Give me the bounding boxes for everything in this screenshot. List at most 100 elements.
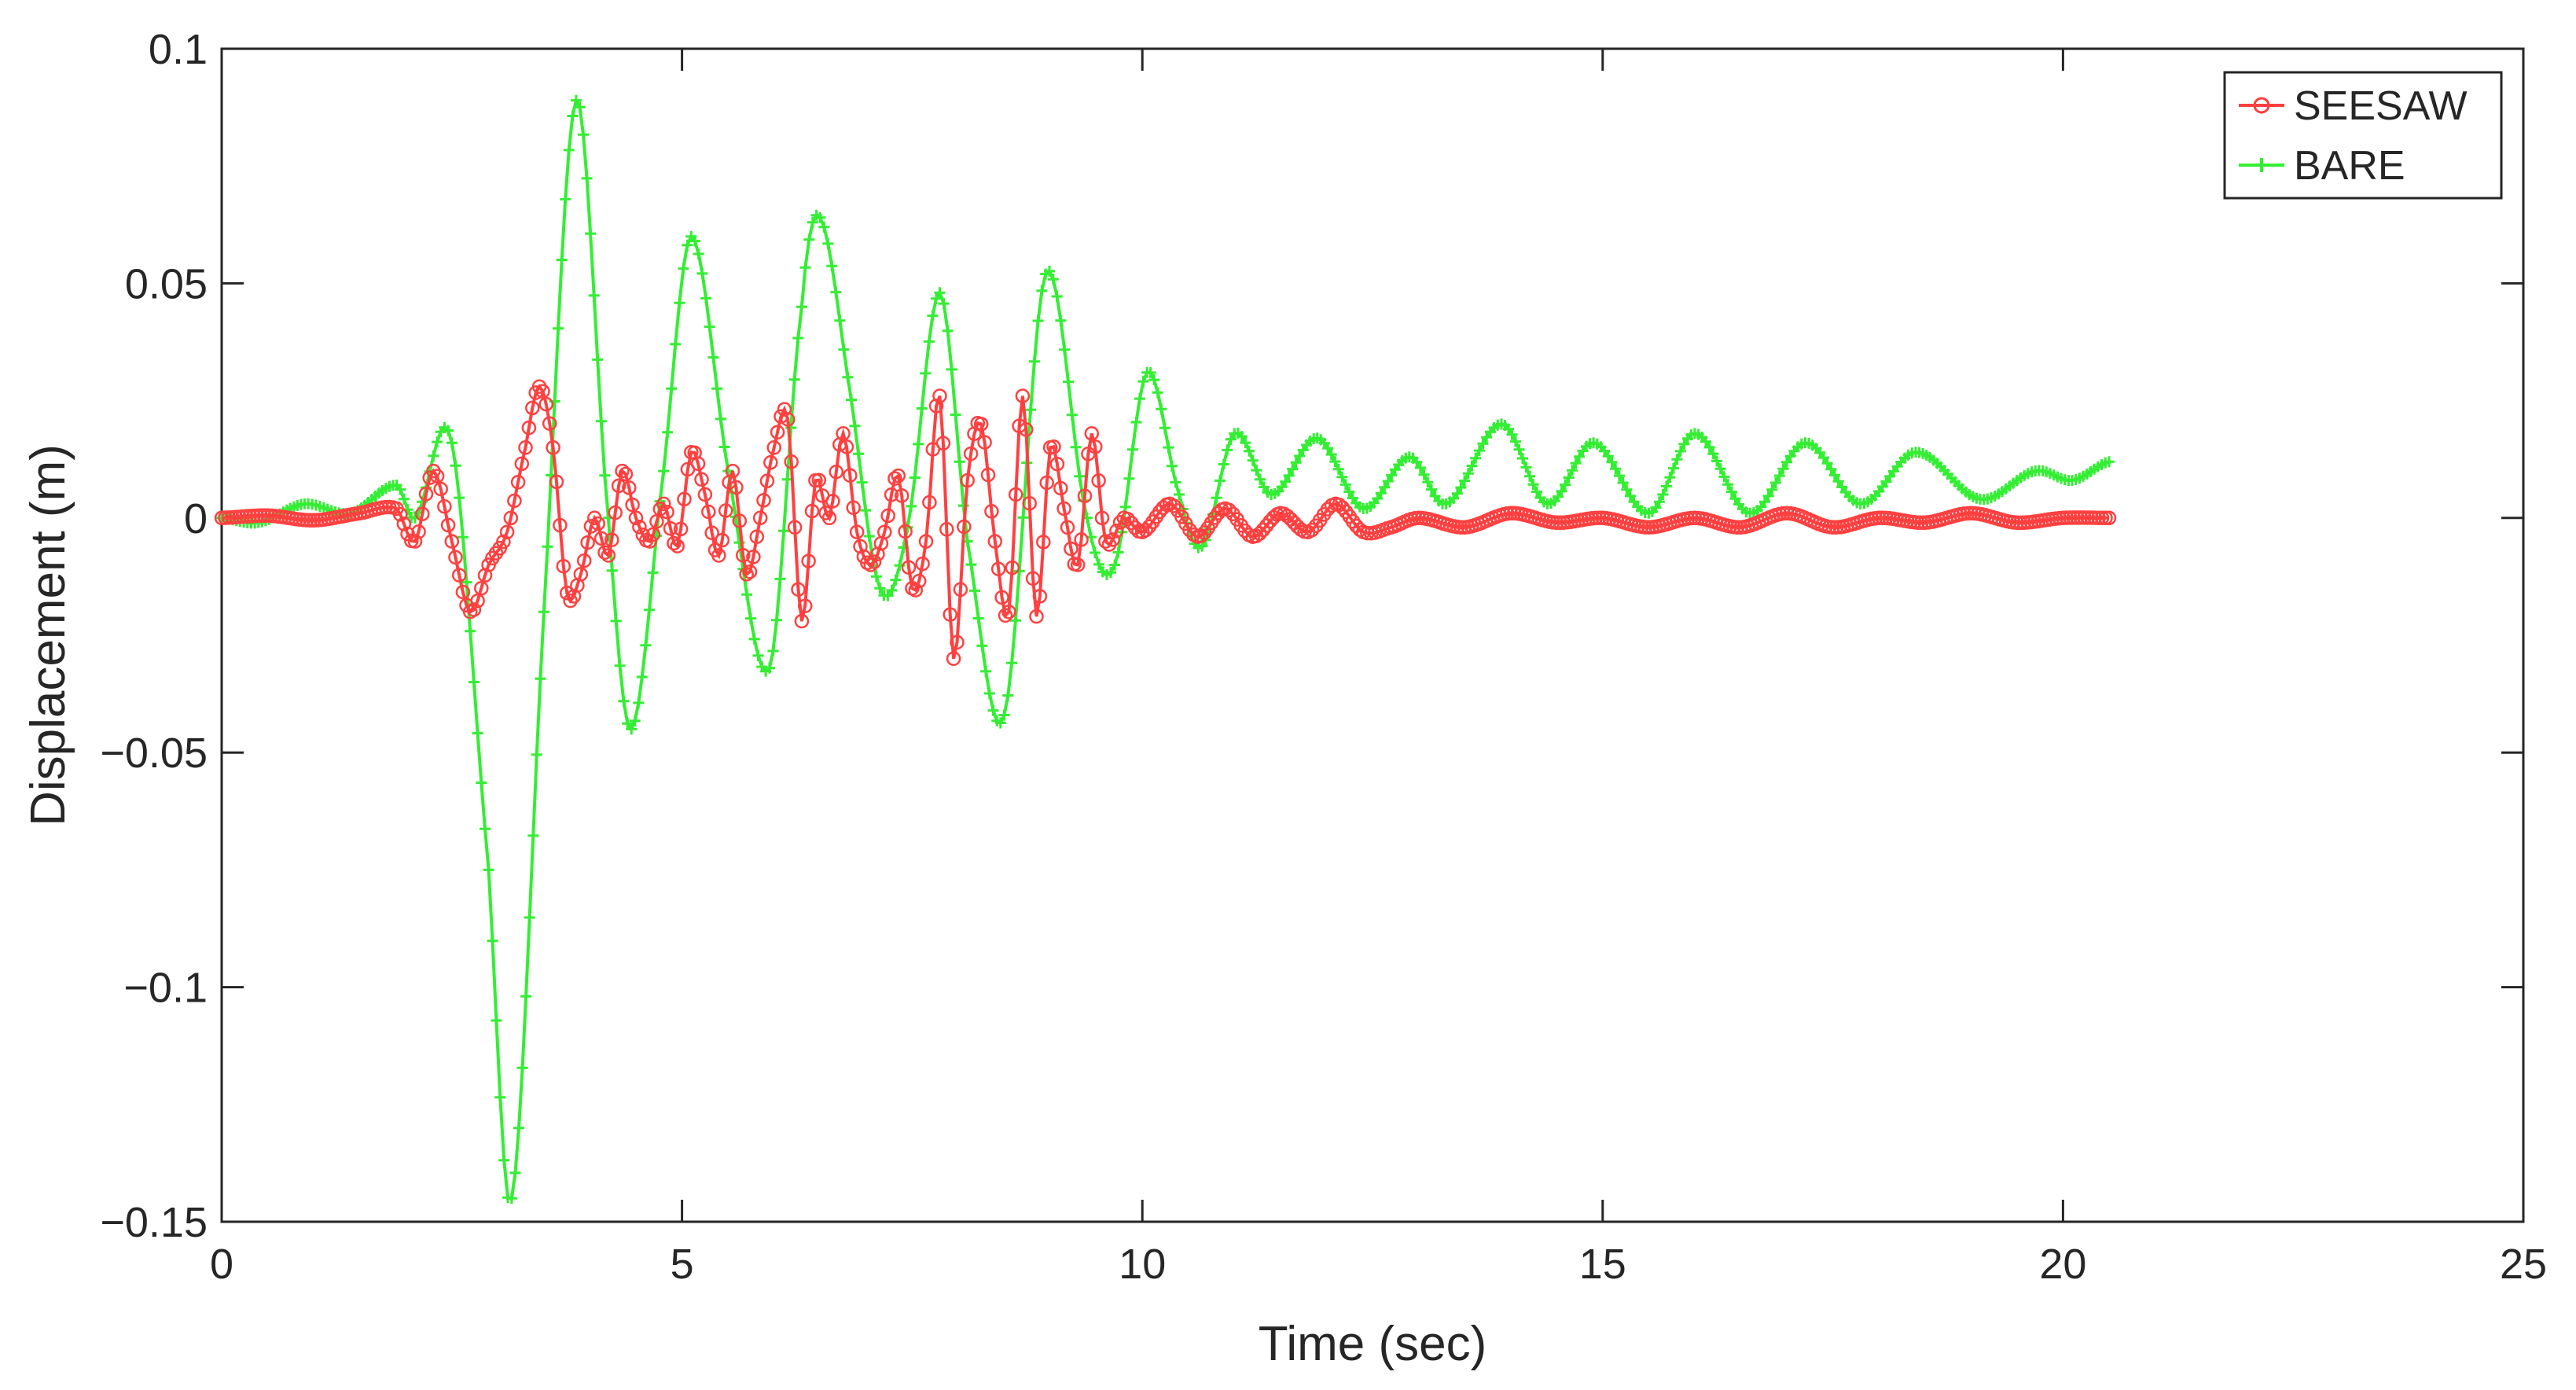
legend-box [2223,71,2503,200]
bare-point [1621,484,1633,495]
seesaw-point [673,521,689,537]
bare-point [1707,448,1719,460]
bare-point [1137,376,1149,388]
seesaw-point [1046,439,1061,454]
seesaw-point [628,510,644,526]
seesaw-point [514,456,530,472]
seesaw-point [608,505,623,520]
seesaw-point [546,440,560,455]
seesaw-point [466,602,482,617]
bare-point [1163,442,1174,454]
y-tick-label: 0.1 [149,26,208,73]
seesaw-point [980,467,996,483]
bare-point [814,211,826,223]
bare-point [1524,470,1535,482]
seesaw-point [1167,498,1181,513]
seesaw-point [1077,488,1093,504]
bare-point [516,1062,528,1074]
bare-point [560,193,571,205]
bare-point [428,450,439,461]
bare-point [1781,456,1792,468]
y-tick-label: −0.05 [100,730,208,777]
bare-point [890,574,902,586]
bare-point [395,484,406,495]
bare-point [398,493,410,505]
seesaw-point [1335,500,1350,516]
bare-point [1725,486,1737,498]
bare-point [1002,689,1014,701]
x-tick-label: 20 [2039,1241,2086,1288]
bare-point [644,604,655,616]
bare-point [640,639,652,651]
bare-point [1225,433,1237,445]
seesaw-point [839,439,854,454]
bare-point [799,262,811,274]
bare-point [1624,490,1636,502]
bare-point [704,321,715,333]
seesaw-point [1012,418,1027,434]
bare-point [771,614,782,626]
bare-point [1218,458,1229,470]
bare-point [538,606,549,618]
seesaw-point [1025,571,1041,587]
bare-point [1664,472,1676,484]
bare-point [1466,460,1478,472]
bare-point [763,662,775,674]
seesaw-point [732,513,748,528]
bare-point [629,715,641,726]
seesaw-point [1008,487,1023,502]
seesaw-point [918,534,934,549]
seesaw-point [943,607,957,622]
seesaw-point [496,534,511,550]
bare-point [1066,409,1078,421]
seesaw-point [901,560,917,575]
bare-point [567,110,579,122]
seesaw-point [846,500,861,516]
bare-point [1063,376,1074,388]
seesaw-point [632,519,647,535]
seesaw-point [752,510,768,526]
seesaw-point [1094,510,1110,526]
seesaw-point [1049,456,1065,472]
bare-point [1112,546,1124,558]
seesaw-point [1053,480,1068,496]
bare-point [718,441,730,453]
bare-point [1059,344,1071,355]
seesaw-point [935,436,951,451]
bare-point [1290,457,1302,469]
seesaw-point [928,399,944,414]
bare-point [457,531,469,543]
seesaw-point [429,469,445,484]
seesaw-point [1222,502,1237,518]
bare-point [468,676,480,688]
bare-point [1610,463,1622,475]
seesaw-point [781,412,796,427]
seesaw-point [553,517,568,533]
bare-point [748,633,760,645]
bare-point [1156,403,1167,415]
bare-point [633,697,645,708]
bare-point [942,325,954,336]
seesaw-point [756,493,771,508]
bare-point [994,717,1006,729]
seesaw-point [593,531,609,546]
bare-point [465,625,476,637]
plot-area [220,47,2525,1223]
seesaw-point [763,455,778,470]
bare-point [860,505,872,517]
bare-point [1674,445,1686,457]
seesaw-point [957,519,972,535]
seesaw-point [573,567,589,582]
bare-point [842,371,854,383]
x-tick-label: 15 [1579,1241,1626,1288]
bare-point [1817,452,1829,464]
bare-point [1660,480,1672,492]
bare-point [693,248,704,259]
seesaw-point [604,532,619,547]
seesaw-point [642,534,657,549]
bare-point [954,456,965,468]
bare-point [1506,428,1518,440]
bare-point [1510,436,1521,447]
seesaw-point [787,520,803,535]
bare-point [494,1091,506,1103]
